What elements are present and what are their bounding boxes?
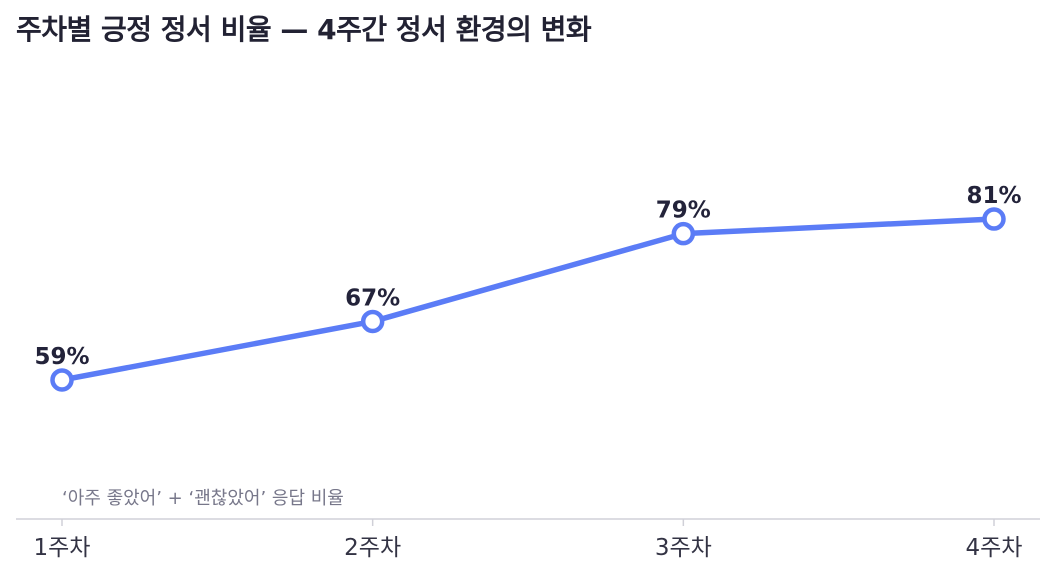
data-point[interactable] <box>50 368 74 392</box>
chart-title: 주차별 긍정 정서 비율 — 4주간 정서 환경의 변화 <box>16 13 592 46</box>
series-line <box>59 216 997 383</box>
series-layer <box>50 207 1006 392</box>
data-label: 67% <box>345 285 400 311</box>
data-label: 59% <box>34 344 89 370</box>
data-point[interactable] <box>360 309 385 334</box>
data-point[interactable] <box>671 221 696 246</box>
x-tick-label: 2주차 <box>344 535 401 561</box>
x-ticks <box>61 519 995 526</box>
series-note: ‘아주 좋았어’ + ‘괜찮았어’ 응답 비율 <box>62 488 344 509</box>
data-label-layer: 59% 67% 79% 81% <box>34 183 1021 370</box>
data-label: 81% <box>966 183 1021 209</box>
data-label: 79% <box>656 198 711 224</box>
x-tick-label: 3주차 <box>655 535 712 561</box>
data-point[interactable] <box>982 207 1006 231</box>
x-tick-label: 1주차 <box>34 535 91 561</box>
x-tick-labels: 1주차 2주차 3주차 4주차 <box>34 535 1023 561</box>
x-tick-label: 4주차 <box>966 535 1023 561</box>
